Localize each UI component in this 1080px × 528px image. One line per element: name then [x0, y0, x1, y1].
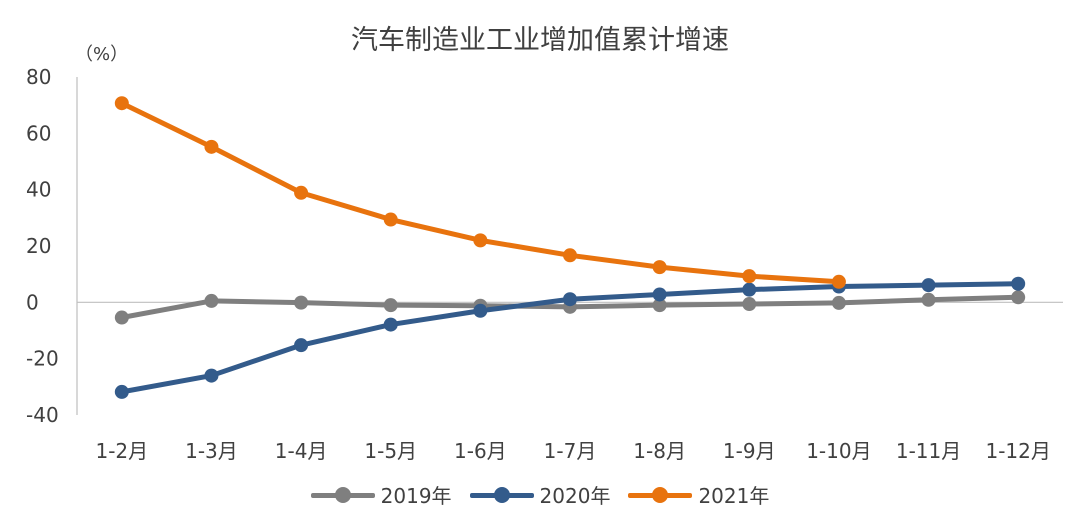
- x-tick-label: 1-11月: [896, 439, 961, 463]
- data-point: [473, 303, 488, 318]
- data-point: [563, 248, 577, 263]
- data-point: [1011, 276, 1026, 291]
- data-point: [652, 298, 667, 313]
- data-point: [563, 292, 577, 307]
- y-tick-label: 60: [26, 121, 51, 145]
- data-point: [831, 274, 846, 289]
- data-point: [114, 310, 129, 325]
- data-point: [383, 298, 398, 313]
- legend: 2019年 2020年 2021年: [0, 480, 1080, 509]
- data-point: [383, 212, 398, 227]
- data-point: [1011, 290, 1026, 305]
- data-point: [294, 338, 309, 353]
- data-point: [921, 292, 936, 307]
- data-point: [742, 269, 757, 284]
- data-point: [204, 368, 219, 383]
- data-point: [204, 293, 219, 308]
- y-tick-label: 20: [26, 234, 51, 258]
- data-point: [294, 295, 309, 310]
- x-tick-label: 1-2月: [95, 439, 148, 463]
- legend-swatch: [469, 484, 534, 506]
- series-line: [119, 100, 842, 285]
- y-axis-unit: （%）: [75, 44, 129, 65]
- y-tick-labels: 80 60 40 20 0 -20 -40: [26, 65, 59, 427]
- data-point: [204, 139, 219, 154]
- series-lines: [119, 100, 1021, 395]
- axes: [76, 77, 1063, 415]
- data-point: [294, 185, 309, 200]
- x-tick-labels: 1-2月 1-3月 1-4月 1-5月 1-6月 1-7月 1-8月 1-9月 1-10月 1-1…: [95, 439, 1050, 463]
- x-tick-label: 1-9月: [723, 439, 776, 463]
- y-tick-label: -40: [26, 403, 59, 427]
- data-point: [114, 96, 129, 111]
- data-point: [473, 233, 488, 248]
- x-tick-label: 1-12月: [985, 439, 1050, 463]
- data-point: [742, 297, 757, 312]
- legend-item: 2021年: [628, 480, 769, 509]
- legend-item: 2020年: [469, 480, 611, 509]
- data-point: [742, 282, 757, 297]
- y-tick-label: 0: [26, 290, 39, 314]
- legend-swatch: [628, 484, 693, 506]
- legend-label: 2020年: [539, 484, 611, 508]
- x-tick-label: 1-10月: [806, 439, 871, 463]
- legend-swatch: [310, 484, 375, 506]
- data-point: [652, 260, 667, 275]
- chart-title: 汽车制造业工业增加值累计增速: [351, 25, 729, 56]
- x-tick-label: 1-5月: [364, 439, 417, 463]
- y-tick-label: 80: [26, 65, 51, 89]
- data-point: [831, 295, 846, 310]
- data-point: [383, 317, 398, 332]
- legend-label: 2021年: [698, 484, 770, 508]
- data-point: [921, 278, 936, 293]
- x-tick-label: 1-7月: [544, 439, 597, 463]
- legend-item: 2019年: [310, 480, 452, 509]
- y-tick-label: -20: [26, 347, 59, 371]
- legend-label: 2019年: [380, 484, 452, 508]
- x-tick-label: 1-4月: [275, 439, 328, 463]
- x-tick-label: 1-8月: [633, 439, 686, 463]
- data-point: [652, 287, 667, 302]
- series-points: [114, 96, 1026, 399]
- x-tick-label: 1-6月: [454, 439, 507, 463]
- data-point: [114, 384, 129, 399]
- x-tick-label: 1-3月: [185, 439, 238, 463]
- y-tick-label: 40: [26, 178, 51, 202]
